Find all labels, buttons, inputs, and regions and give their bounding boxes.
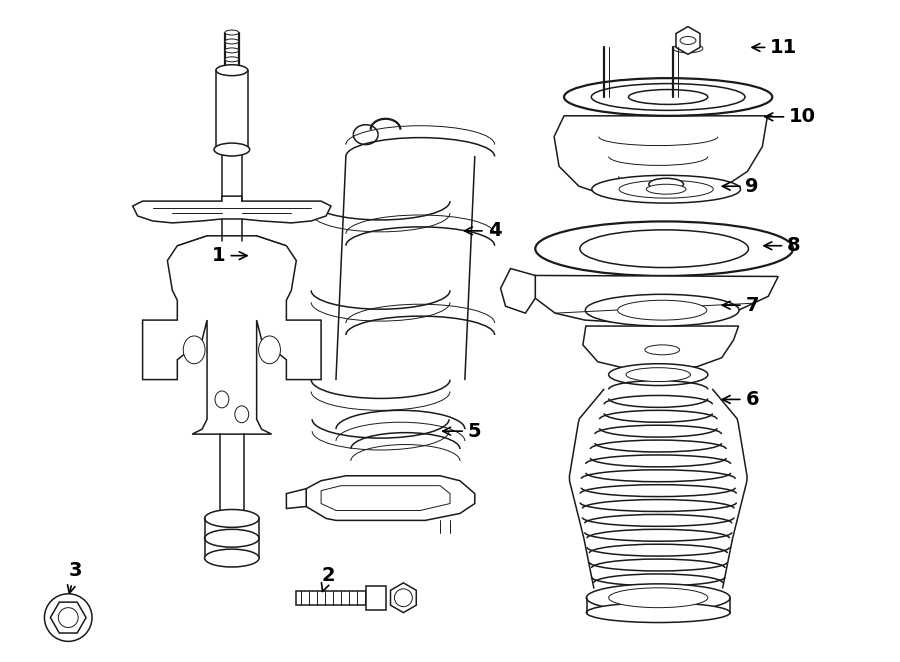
Ellipse shape [225,48,238,53]
Ellipse shape [204,530,259,547]
Text: 9: 9 [723,177,759,196]
Ellipse shape [646,184,686,194]
Ellipse shape [204,510,259,528]
Polygon shape [286,489,306,508]
Polygon shape [365,586,385,610]
Ellipse shape [564,78,772,116]
Polygon shape [132,196,331,223]
Ellipse shape [215,391,229,408]
Polygon shape [296,591,371,604]
Polygon shape [391,583,417,612]
Ellipse shape [673,44,703,53]
Polygon shape [583,326,739,369]
Text: 1: 1 [212,246,247,265]
Text: 8: 8 [764,236,801,256]
Ellipse shape [225,57,238,62]
Text: 6: 6 [723,390,759,409]
Ellipse shape [628,89,707,105]
Text: 2: 2 [321,567,335,592]
Ellipse shape [204,549,259,567]
Ellipse shape [258,336,281,363]
Text: 10: 10 [765,107,816,126]
Ellipse shape [680,36,696,44]
Text: 7: 7 [723,296,759,314]
Ellipse shape [225,39,238,44]
Ellipse shape [626,367,690,381]
Polygon shape [554,116,772,201]
Ellipse shape [617,301,707,320]
Ellipse shape [586,602,730,622]
Polygon shape [306,476,475,520]
Ellipse shape [536,221,793,276]
Polygon shape [676,26,700,54]
Ellipse shape [394,589,412,606]
Ellipse shape [58,608,78,628]
Text: 3: 3 [68,561,82,593]
Polygon shape [536,275,778,323]
Ellipse shape [645,345,680,355]
Ellipse shape [184,336,205,363]
Ellipse shape [585,295,739,326]
Polygon shape [142,236,321,434]
Ellipse shape [649,178,683,190]
Text: 4: 4 [464,221,501,240]
Polygon shape [500,269,536,313]
Ellipse shape [619,180,714,198]
Ellipse shape [225,30,238,35]
Text: 11: 11 [752,38,797,57]
Ellipse shape [216,65,248,75]
Ellipse shape [235,406,248,423]
Ellipse shape [580,230,749,267]
Ellipse shape [608,363,707,385]
Ellipse shape [586,584,730,612]
Polygon shape [50,602,86,633]
Ellipse shape [592,175,741,203]
Ellipse shape [214,143,249,156]
Ellipse shape [608,588,707,608]
Ellipse shape [44,594,92,641]
Ellipse shape [225,66,238,71]
Text: 5: 5 [443,422,482,441]
